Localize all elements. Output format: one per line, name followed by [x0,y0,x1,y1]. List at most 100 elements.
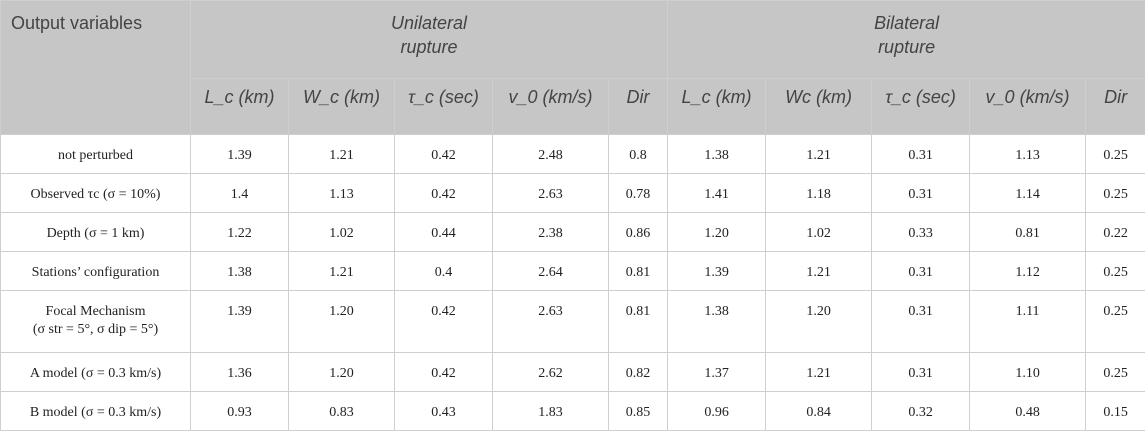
row-label-text: B model (σ = 0.3 km/s) [30,405,161,420]
table-cell: 2.62 [493,353,609,392]
table-cell: 0.31 [872,353,970,392]
column-header: Dir [609,79,668,135]
table-cell: 1.21 [766,252,872,291]
table-cell: 0.48 [970,392,1086,431]
table-cell: 1.18 [766,174,872,213]
table-cell: 1.83 [493,392,609,431]
row-label-subtext: (σ str = 5°, σ dip = 5°) [3,322,188,338]
row-label: Observed τc (σ = 10%) [1,174,191,213]
table-cell: 1.36 [191,353,289,392]
row-label: Focal Mechanism (σ str = 5°, σ dip = 5°) [1,291,191,353]
column-header: τ_c (sec) [395,79,493,135]
table-cell: 0.25 [1086,252,1145,291]
table-cell: 0.25 [1086,174,1145,213]
column-header: L_c (km) [191,79,289,135]
bilateral-group-header: Bilateral rupture [668,1,1145,79]
table-cell: 0.43 [395,392,493,431]
row-label-text: Depth (σ = 1 km) [47,226,145,241]
column-header: v_0 (km/s) [970,79,1086,135]
unilateral-group-header: Unilateral rupture [191,1,668,79]
table-cell: 1.11 [970,291,1086,353]
table-cell: 1.13 [970,135,1086,174]
table-cell: 0.96 [668,392,766,431]
table-cell: 1.39 [191,291,289,353]
table-cell: 1.12 [970,252,1086,291]
table-cell: 0.31 [872,252,970,291]
table-cell: 2.63 [493,291,609,353]
table-cell: 2.38 [493,213,609,252]
bilateral-label-line2: rupture [878,37,935,57]
table-cell: 0.44 [395,213,493,252]
row-label-text: Observed τc (σ = 10%) [31,187,161,202]
table-cell: 1.20 [289,291,395,353]
table-cell: 1.21 [289,252,395,291]
unilateral-label-line2: rupture [401,37,458,57]
table-cell: 1.37 [668,353,766,392]
row-label: not perturbed [1,135,191,174]
row-label: Stations’ configuration [1,252,191,291]
table-cell: 0.31 [872,291,970,353]
table-cell: 1.02 [766,213,872,252]
row-label: A model (σ = 0.3 km/s) [1,353,191,392]
table-cell: 0.31 [872,135,970,174]
table-cell: 1.21 [766,135,872,174]
column-header: τ_c (sec) [872,79,970,135]
column-header: L_c (km) [668,79,766,135]
row-label: B model (σ = 0.3 km/s) [1,392,191,431]
column-header: Dir [1086,79,1145,135]
table-cell: 0.32 [872,392,970,431]
table-cell: 2.63 [493,174,609,213]
column-header: Wc (km) [766,79,872,135]
table-cell: 0.15 [1086,392,1145,431]
table-cell: 0.42 [395,291,493,353]
row-label: Depth (σ = 1 km) [1,213,191,252]
table-cell: 0.93 [191,392,289,431]
table-cell: 1.38 [668,135,766,174]
output-variables-header: Output variables [1,1,191,135]
table-cell: 1.38 [668,291,766,353]
table-cell: 0.85 [609,392,668,431]
table-cell: 1.4 [191,174,289,213]
row-label-text: Stations’ configuration [32,265,160,280]
table-cell: 2.64 [493,252,609,291]
table-cell: 0.25 [1086,135,1145,174]
column-header: W_c (km) [289,79,395,135]
table-cell: 1.21 [766,353,872,392]
table-cell: 0.33 [872,213,970,252]
table-cell: 0.8 [609,135,668,174]
table-cell: 1.38 [191,252,289,291]
table-cell: 0.81 [609,252,668,291]
table-row: Focal Mechanism(σ str = 5°, σ dip = 5°)1… [1,291,1145,353]
bilateral-label-line1: Bilateral [874,13,939,33]
row-label-text: A model (σ = 0.3 km/s) [30,366,161,381]
row-label-text: not perturbed [58,148,133,163]
table-cell: 1.21 [289,135,395,174]
table-cell: 0.25 [1086,353,1145,392]
table-cell: 0.31 [872,174,970,213]
table-cell: 1.41 [668,174,766,213]
table-cell: 2.48 [493,135,609,174]
table-cell: 1.20 [668,213,766,252]
table-cell: 0.42 [395,174,493,213]
table-cell: 0.22 [1086,213,1145,252]
table-cell: 0.83 [289,392,395,431]
table-cell: 0.84 [766,392,872,431]
table-cell: 1.10 [970,353,1086,392]
row-label-text: Focal Mechanism [46,304,146,319]
table-cell: 0.42 [395,353,493,392]
table-cell: 0.82 [609,353,668,392]
table-cell: 1.14 [970,174,1086,213]
table-cell: 0.78 [609,174,668,213]
table-cell: 0.42 [395,135,493,174]
table-cell: 1.39 [668,252,766,291]
table-cell: 1.13 [289,174,395,213]
table-cell: 1.20 [766,291,872,353]
table-cell: 1.20 [289,353,395,392]
table-cell: 1.02 [289,213,395,252]
